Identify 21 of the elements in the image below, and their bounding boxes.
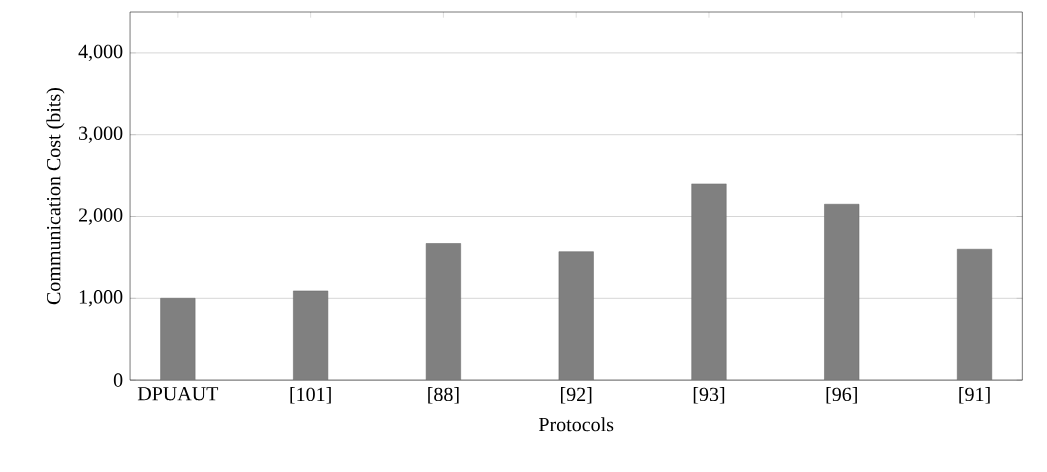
bar: [957, 248, 993, 381]
y-tick-label: 1,000: [79, 290, 123, 307]
x-tick-label: [101]: [290, 387, 331, 404]
bar: [558, 251, 594, 381]
bar: [293, 290, 329, 381]
x-tick-label: [93]: [693, 387, 725, 404]
bar: [824, 203, 860, 381]
y-tick-label: 3,000: [79, 126, 123, 143]
x-tick-label: [88]: [428, 387, 459, 404]
bar: [691, 183, 727, 381]
y-tick-label: 0: [113, 373, 123, 387]
x-axis-title: Protocols: [538, 417, 614, 432]
x-tick-label: [91]: [959, 387, 990, 404]
bar: [160, 297, 196, 381]
y-tick-label: 4,000: [78, 44, 123, 62]
bar: [425, 243, 461, 381]
y-axis-title: Communication Cost (bits): [46, 87, 65, 305]
x-tick-label: [92]: [561, 387, 592, 404]
x-tick-label: [96]: [826, 387, 857, 404]
y-tick-label: 2,000: [78, 208, 123, 225]
x-tick-label: DPUAUT: [137, 387, 219, 401]
